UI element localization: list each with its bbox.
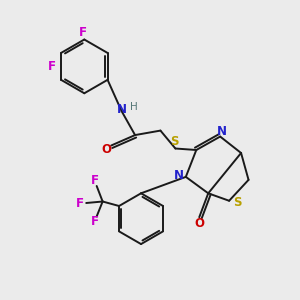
Text: O: O <box>102 142 112 156</box>
Text: F: F <box>48 60 56 73</box>
Text: S: S <box>233 196 242 209</box>
Text: F: F <box>91 174 99 187</box>
Text: N: N <box>174 169 184 182</box>
Text: S: S <box>169 135 178 148</box>
Text: N: N <box>117 103 127 116</box>
Text: N: N <box>217 125 227 138</box>
Text: F: F <box>91 215 99 228</box>
Text: H: H <box>130 102 138 112</box>
Text: O: O <box>194 217 204 230</box>
Text: F: F <box>76 196 84 209</box>
Text: F: F <box>79 26 87 39</box>
